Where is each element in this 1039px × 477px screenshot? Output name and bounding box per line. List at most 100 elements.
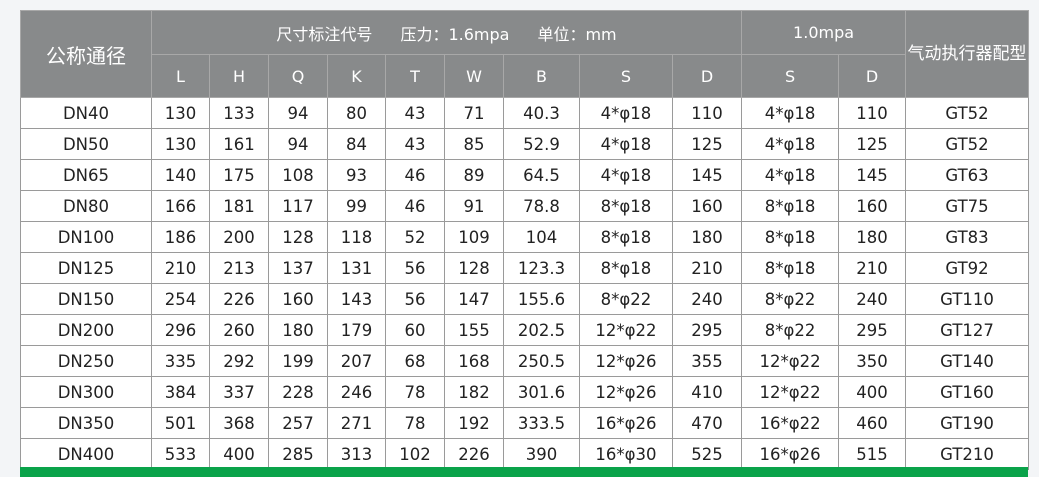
table-row: DN200 296 260 180 179 60 155 202.5 12*φ22 295 8*φ2… <box>20 314 1030 346</box>
table-row: DN300 384 337 228 246 78 182 301.6 12*φ26 410 12*φ… <box>20 376 1030 408</box>
table-cell: DN65 <box>20 159 152 191</box>
table-cell: GT110 <box>905 283 1030 315</box>
table-cell: 117 <box>268 190 328 222</box>
actuator-header: 气动执行器配型 <box>905 10 1030 98</box>
column-header-s: S <box>579 54 673 98</box>
table-cell: 104 <box>503 221 580 253</box>
table-cell: 400 <box>209 438 269 470</box>
nominal-diameter-header: 公称通径 <box>20 10 152 98</box>
table-cell: GT75 <box>905 190 1030 222</box>
table-cell: 192 <box>444 407 504 439</box>
table-cell: 64.5 <box>503 159 580 191</box>
dimension-group-header: 尺寸标注代号 压力：1.6mpa 单位：mm <box>150 10 743 55</box>
table-cell: 228 <box>268 376 328 408</box>
table-cell: DN250 <box>20 345 152 377</box>
table-cell: DN125 <box>20 252 152 284</box>
table-cell: 71 <box>444 97 504 129</box>
table-cell: 182 <box>444 376 504 408</box>
table-cell: 240 <box>838 283 907 315</box>
column-header-b: B <box>503 54 580 98</box>
table-cell: GT190 <box>905 407 1030 439</box>
table-cell: 296 <box>151 314 210 346</box>
table-cell: 333.5 <box>503 407 580 439</box>
table-row: DN50 130 161 94 84 43 85 52.9 4*φ18 125 4*φ18 125 GT… <box>20 128 1030 160</box>
table-cell: 250.5 <box>503 345 580 377</box>
table-cell: 200 <box>209 221 269 253</box>
table-cell: 213 <box>209 252 269 284</box>
table-cell: 43 <box>385 128 445 160</box>
table-row: DN350 501 368 257 271 78 192 333.5 16*φ26 470 16*φ… <box>20 407 1030 439</box>
table-cell: 350 <box>838 345 907 377</box>
table-cell: 60 <box>385 314 445 346</box>
table-cell: 8*φ18 <box>579 252 673 284</box>
table-cell: 8*φ22 <box>741 283 840 315</box>
table-cell: 8*φ18 <box>579 190 673 222</box>
table-cell: 384 <box>151 376 210 408</box>
table-cell: 40.3 <box>503 97 580 129</box>
table-cell: 137 <box>268 252 328 284</box>
table-cell: 133 <box>209 97 269 129</box>
table-cell: 210 <box>151 252 210 284</box>
table-cell: GT52 <box>905 97 1030 129</box>
table-cell: 118 <box>327 221 386 253</box>
group-title: 尺寸标注代号 <box>276 24 373 44</box>
table-cell: 16*φ26 <box>579 407 673 439</box>
table-cell: 4*φ18 <box>741 128 840 160</box>
table-cell: 110 <box>671 97 743 129</box>
table-row: DN150 254 226 160 143 56 147 155.6 8*φ22 240 8*φ22… <box>20 283 1030 315</box>
table-cell: 145 <box>671 159 743 191</box>
table-cell: GT210 <box>905 438 1030 470</box>
table-cell: 52 <box>385 221 445 253</box>
table-cell: 226 <box>209 283 269 315</box>
table-cell: 131 <box>327 252 386 284</box>
table-cell: 181 <box>209 190 269 222</box>
table-cell: DN350 <box>20 407 152 439</box>
table-cell: 84 <box>327 128 386 160</box>
pressure-1-0-header: 1.0mpa <box>741 10 907 55</box>
table-cell: 4*φ18 <box>579 97 673 129</box>
table-cell: 99 <box>327 190 386 222</box>
table-cell: 4*φ18 <box>741 97 840 129</box>
table-cell: DN200 <box>20 314 152 346</box>
table-cell: 12*φ26 <box>579 345 673 377</box>
table-cell: 125 <box>671 128 743 160</box>
column-header-d: D <box>671 54 743 98</box>
table-cell: GT92 <box>905 252 1030 284</box>
column-header-w: W <box>444 54 504 98</box>
table-cell: 8*φ18 <box>579 221 673 253</box>
table-cell: 368 <box>209 407 269 439</box>
table-cell: 161 <box>209 128 269 160</box>
table-cell: 202.5 <box>503 314 580 346</box>
table-cell: 210 <box>671 252 743 284</box>
table-cell: 460 <box>838 407 907 439</box>
table-row: DN250 335 292 199 207 68 168 250.5 12*φ26 355 12*φ… <box>20 345 1030 377</box>
table-cell: 400 <box>838 376 907 408</box>
table-cell: 78 <box>385 376 445 408</box>
table-cell: 166 <box>151 190 210 222</box>
table-row: DN125 210 213 137 131 56 128 123.3 8*φ18 210 8*φ18… <box>20 252 1030 284</box>
table-cell: 390 <box>503 438 580 470</box>
pressure-label: 压力：1.6mpa <box>400 24 510 44</box>
table-cell: 160 <box>838 190 907 222</box>
table-cell: 168 <box>444 345 504 377</box>
table-cell: 89 <box>444 159 504 191</box>
table-cell: 246 <box>327 376 386 408</box>
column-header-t: T <box>385 54 445 98</box>
table-cell: DN80 <box>20 190 152 222</box>
table-cell: 186 <box>151 221 210 253</box>
table-cell: GT160 <box>905 376 1030 408</box>
table-cell: 260 <box>209 314 269 346</box>
table-cell: 295 <box>838 314 907 346</box>
table-cell: 78.8 <box>503 190 580 222</box>
table-cell: 12*φ22 <box>579 314 673 346</box>
column-header-q: Q <box>268 54 328 98</box>
unit-label: 单位：mm <box>537 24 617 44</box>
table-row: DN65 140 175 108 93 46 89 64.5 4*φ18 145 4*φ18 145 G… <box>20 159 1030 191</box>
table-cell: 313 <box>327 438 386 470</box>
table-cell: DN150 <box>20 283 152 315</box>
table-cell: 140 <box>151 159 210 191</box>
table-cell: 301.6 <box>503 376 580 408</box>
table-cell: 4*φ18 <box>741 159 840 191</box>
table-cell: 8*φ18 <box>741 190 840 222</box>
table-cell: 43 <box>385 97 445 129</box>
